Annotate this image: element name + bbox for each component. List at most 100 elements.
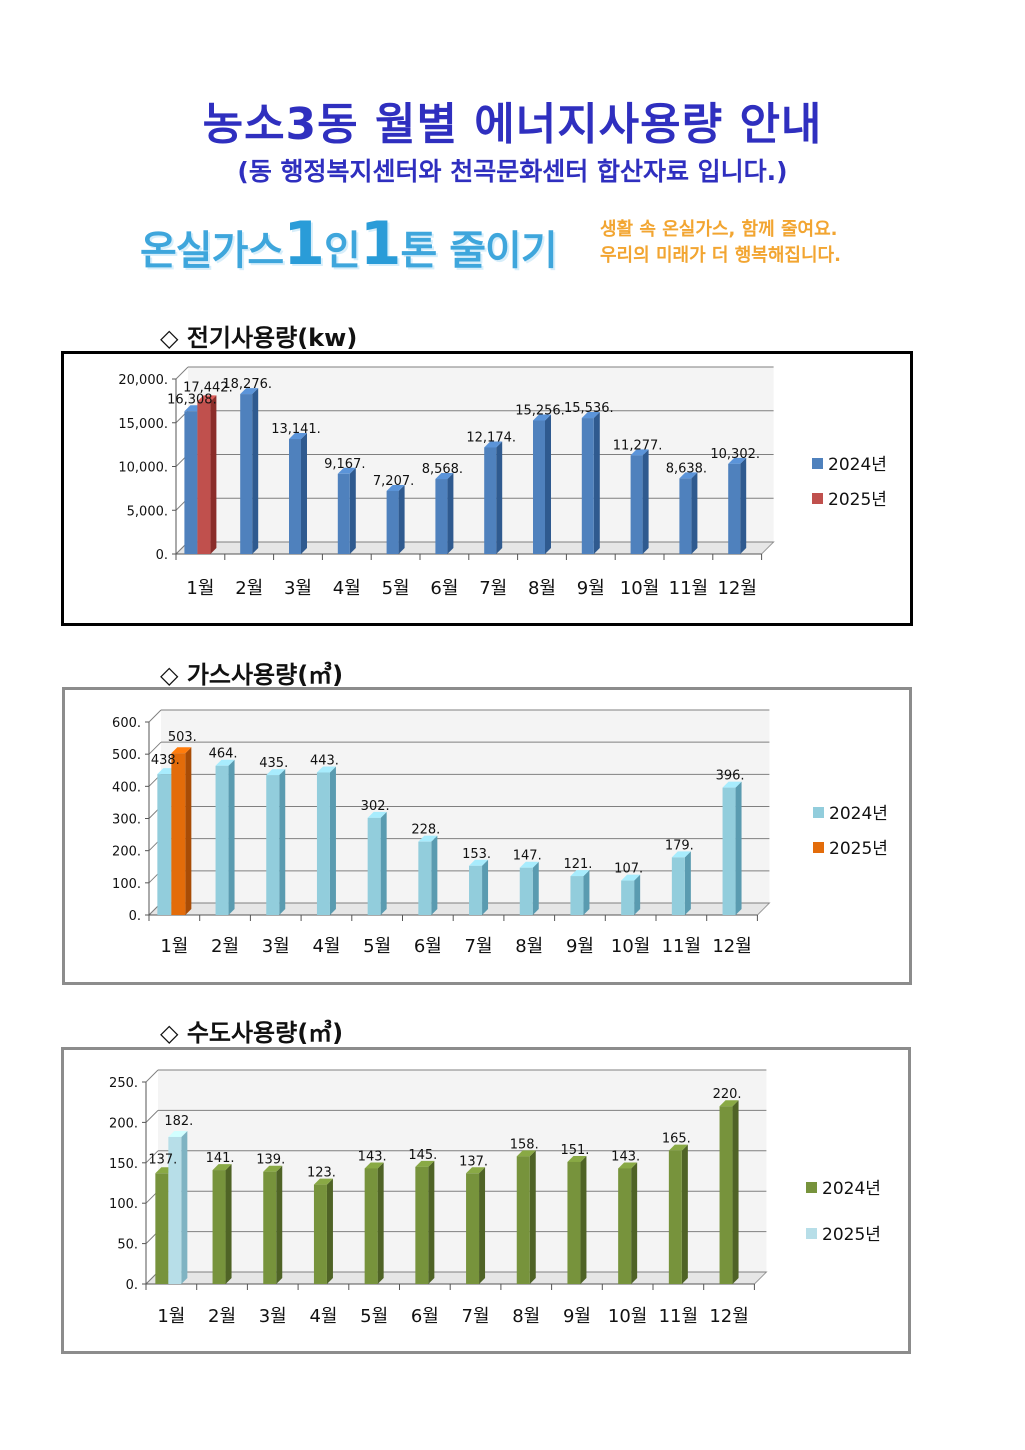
bar-2024-top xyxy=(266,769,286,776)
data-label-2024: 143. xyxy=(358,1149,387,1164)
x-category-label: 11월 xyxy=(669,578,708,599)
x-category-label: 9월 xyxy=(577,578,605,599)
y-tick-label: 20,000. xyxy=(118,373,168,388)
bar-2024 xyxy=(386,490,399,554)
data-label-2024: 18,276. xyxy=(222,377,272,392)
bar-2024-top xyxy=(386,484,405,491)
bar-2025-top xyxy=(168,1130,188,1137)
gas-chart: 0. 100. 200. 300. 400. 500. 600. 438. 503. 1월 464.… xyxy=(112,709,888,957)
bar-2024-side xyxy=(735,781,742,915)
bar-2025 xyxy=(168,1136,182,1284)
bar-2024-side xyxy=(398,484,405,554)
bar-2024-side xyxy=(529,1150,536,1284)
bar-2024-top xyxy=(215,759,235,766)
banner-message: 생활 속 온실가스, 함께 줄여요. 우리의 미래가 더 행복해집니다. xyxy=(600,217,841,269)
data-label-2024: 153. xyxy=(462,847,491,862)
data-label-2024: 145. xyxy=(408,1148,437,1163)
data-label-2024: 464. xyxy=(209,747,238,762)
data-label-2024: 158. xyxy=(510,1137,539,1152)
bar-2024-side xyxy=(428,1160,435,1284)
campaign-banner: 온실가스1인1톤 줄이기 생활 속 온실가스, 함께 줄여요. 우리의 미래가 … xyxy=(140,205,880,279)
bar-2024 xyxy=(184,411,198,554)
bar-2024 xyxy=(484,447,497,554)
bar-2024-side xyxy=(349,467,356,554)
banner-slogan-part: 1 xyxy=(283,209,325,279)
water-section-title: ◇ 수도사용량(㎥) xyxy=(160,1019,344,1047)
bar-2025-side xyxy=(185,747,192,915)
bar-2024 xyxy=(728,463,741,554)
plot-back-wall xyxy=(158,1070,767,1272)
bar-2024-side xyxy=(532,861,539,915)
data-label-2024: 12,174. xyxy=(466,430,516,445)
bar-2024-side xyxy=(580,1155,587,1284)
bar-2024-top xyxy=(263,1165,283,1172)
bar-2024-top xyxy=(316,766,336,773)
bar-2024-side xyxy=(228,759,235,915)
bar-2024-top xyxy=(212,1164,232,1171)
bar-2024-top xyxy=(618,1162,638,1169)
bar-2024 xyxy=(469,865,483,915)
bar-2024-side xyxy=(691,472,698,554)
bar-2025 xyxy=(197,401,211,554)
bar-2024-top xyxy=(567,1155,587,1162)
bar-2024 xyxy=(671,857,685,915)
bar-2025-top xyxy=(197,395,217,402)
data-label-2024: 8,638. xyxy=(666,461,707,476)
bar-2024 xyxy=(621,880,635,915)
bar-2024-top xyxy=(519,861,539,868)
bar-2025-side xyxy=(181,1130,188,1284)
bar-2024 xyxy=(364,1168,378,1284)
y-tick-label: 600. xyxy=(112,716,141,731)
bar-2024-top xyxy=(570,870,590,877)
water-chart: 0. 50. 100. 150. 200. 250. 137. 182. 1월 141. 2월 139… xyxy=(109,1069,881,1327)
data-label-2024: 396. xyxy=(716,769,745,784)
bar-2024-top xyxy=(466,1167,486,1174)
x-category-label: 6월 xyxy=(411,1306,439,1327)
data-label-2024: 121. xyxy=(563,857,592,872)
x-category-label: 12월 xyxy=(709,1306,748,1327)
x-category-label: 11월 xyxy=(659,1306,698,1327)
legend-label: 2024년 xyxy=(822,1179,881,1199)
x-category-label: 6월 xyxy=(414,936,442,957)
x-category-label: 1월 xyxy=(160,936,188,957)
data-label-2024: 443. xyxy=(310,754,339,769)
data-label-2025: 17,442. xyxy=(183,380,233,395)
y-tick-label: 0. xyxy=(126,1278,138,1293)
bar-2024-top xyxy=(313,1178,333,1185)
y-tick-label: 500. xyxy=(112,748,141,763)
bar-2024-top xyxy=(719,1100,739,1107)
bar-2024 xyxy=(289,439,301,554)
bar-2024 xyxy=(313,1184,327,1284)
bar-2024 xyxy=(630,455,643,554)
y-tick-label: 10,000. xyxy=(118,461,168,476)
x-category-label: 9월 xyxy=(566,936,594,957)
bar-2024 xyxy=(519,867,533,915)
electric-chart-panel: 0. 5,000. 10,000. 15,000. 20,000. 16,308. 17,4… xyxy=(61,351,913,626)
x-category-label: 6월 xyxy=(430,578,458,599)
data-label-2024: 438. xyxy=(151,753,180,768)
bar-2024 xyxy=(722,787,736,915)
bar-2024 xyxy=(212,1170,226,1284)
bar-2024 xyxy=(567,1161,581,1284)
y-tick-label: 100. xyxy=(109,1197,138,1212)
bar-2024-side xyxy=(545,414,551,554)
bar-2024-side xyxy=(377,1162,384,1284)
bar-2024-top xyxy=(581,412,600,419)
bar-2025 xyxy=(171,753,186,915)
bar-2024-top xyxy=(367,811,387,818)
x-category-label: 8월 xyxy=(512,1306,540,1327)
data-label-2024: 107. xyxy=(614,862,643,877)
bar-2024-top xyxy=(364,1162,384,1169)
data-label-2024: 147. xyxy=(513,849,542,864)
x-category-label: 12월 xyxy=(717,578,756,599)
data-label-2024: 228. xyxy=(411,823,440,838)
bar-2024 xyxy=(668,1150,682,1284)
data-label-2024: 165. xyxy=(662,1132,691,1147)
bar-2024-side xyxy=(593,412,600,554)
data-label-2024: 9,167. xyxy=(324,457,365,472)
x-category-label: 10월 xyxy=(608,1306,647,1327)
bar-2024 xyxy=(263,1171,277,1284)
bar-2024-top xyxy=(516,1150,536,1157)
legend-swatch xyxy=(813,842,824,853)
banner-slogan: 온실가스1인1톤 줄이기 xyxy=(140,209,558,279)
